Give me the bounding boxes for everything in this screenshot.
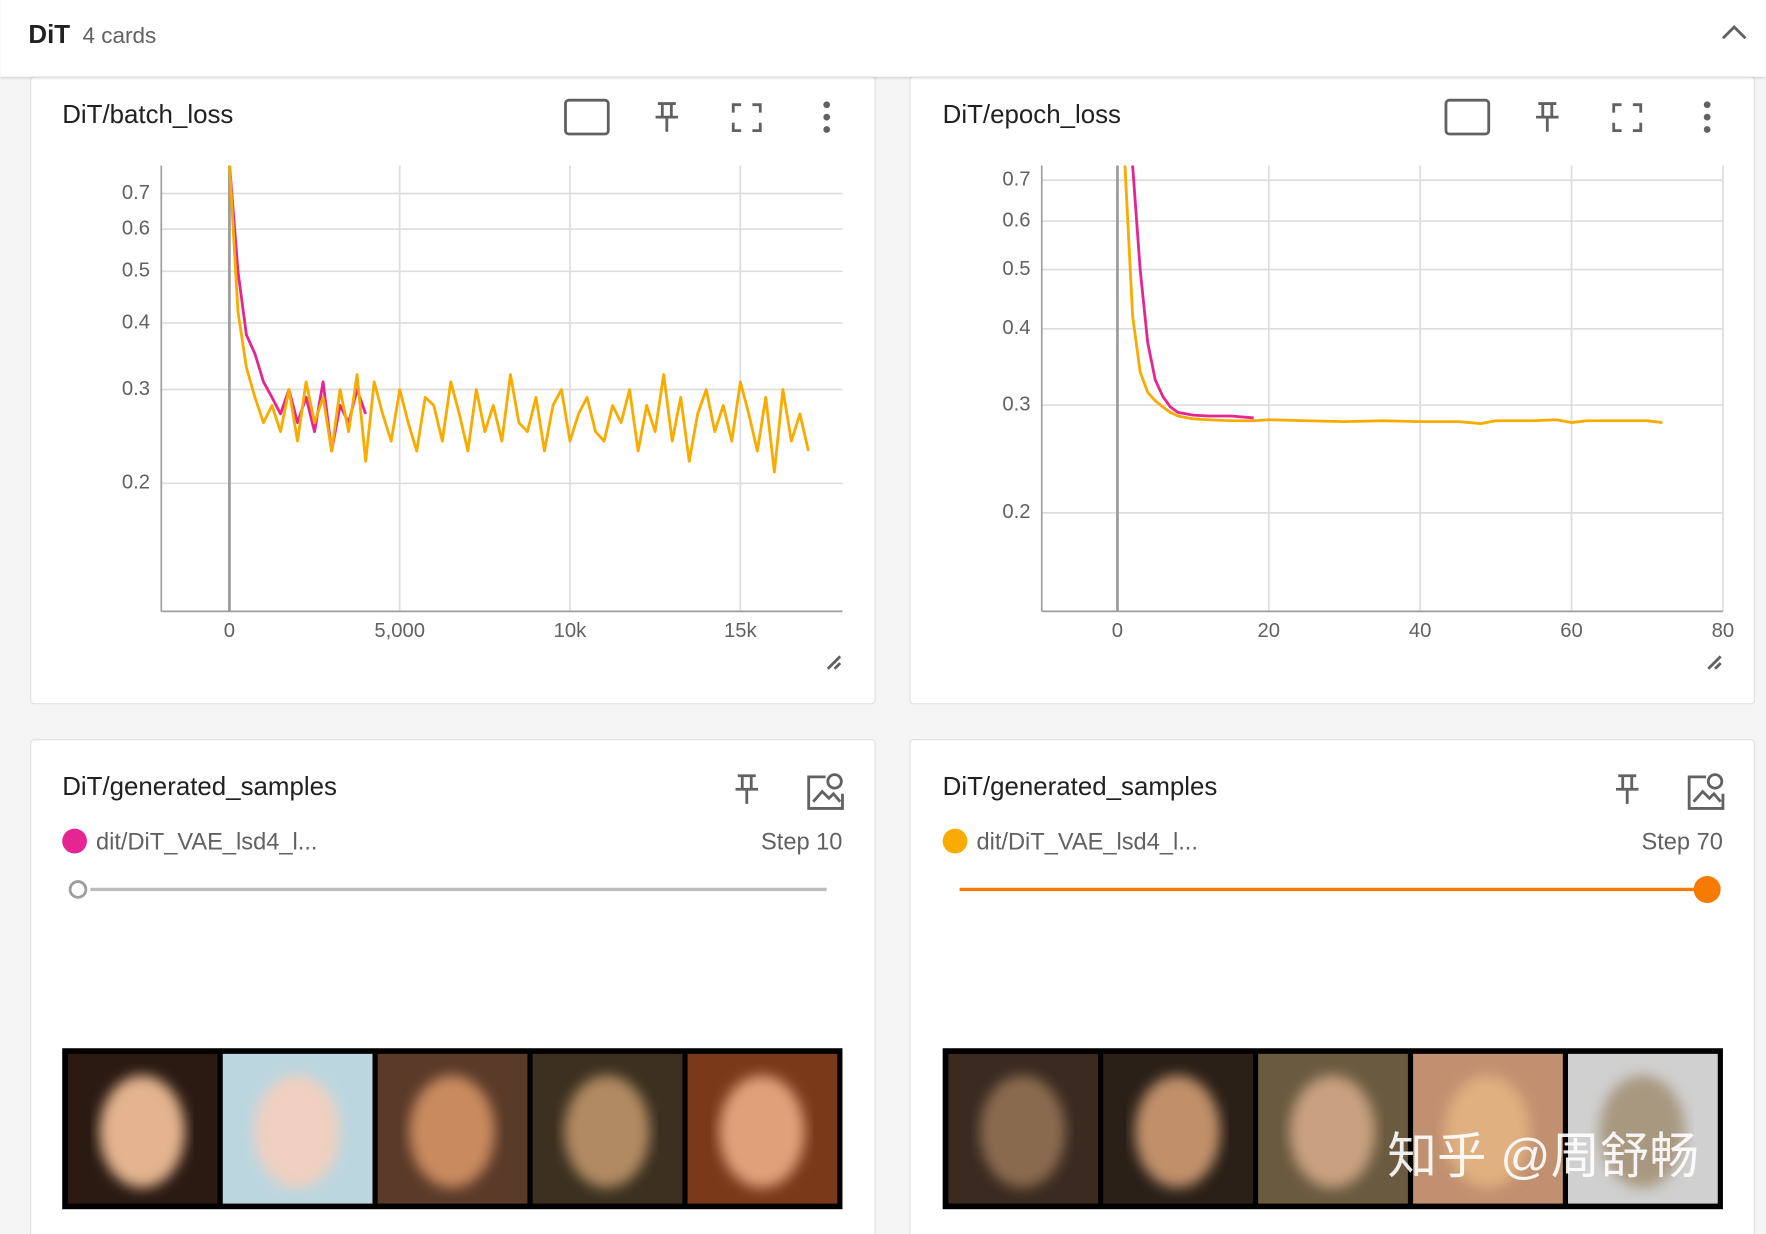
image-zoom-button[interactable] xyxy=(1706,773,1724,790)
card-count: 4 cards xyxy=(82,23,156,48)
pin-button[interactable] xyxy=(1536,102,1559,132)
sample-face xyxy=(409,1075,495,1188)
plot-area xyxy=(228,165,810,474)
y-tick-label: 0.3 xyxy=(122,378,150,400)
y-tick-label: 0.2 xyxy=(122,472,150,494)
step-label: Step 10 xyxy=(761,830,842,856)
sample-face xyxy=(254,1075,340,1188)
series-line xyxy=(228,165,367,453)
sample-face xyxy=(1599,1075,1686,1188)
x-tick-label: 10k xyxy=(554,620,588,642)
pin-button[interactable] xyxy=(735,774,759,804)
fullscreen-button[interactable] xyxy=(1612,103,1643,133)
image-zoom-button[interactable] xyxy=(826,773,843,790)
group-title: DiT xyxy=(28,21,70,49)
y-tick-label: 0.6 xyxy=(122,218,150,240)
image-strips xyxy=(62,1048,1723,1210)
sample-face xyxy=(719,1075,805,1188)
chart: 0.2 0.3 0.4 0.5 0.6 0.7 0 5,000 10k 15k xyxy=(122,165,843,642)
card-title: DiT/generated_samples xyxy=(62,773,337,801)
resize-handle[interactable] xyxy=(1707,655,1722,670)
menu-button[interactable] xyxy=(823,101,831,133)
y-tick-label: 0.6 xyxy=(1002,210,1030,232)
header-bar xyxy=(0,0,1766,77)
x-tick-label: 20 xyxy=(1258,620,1281,642)
sample-face xyxy=(979,1075,1066,1188)
card-title: DiT/generated_samples xyxy=(943,773,1218,801)
x-tick-label: 0 xyxy=(1112,620,1123,642)
series-line xyxy=(228,165,810,474)
y-tick-label: 0.3 xyxy=(1002,394,1030,416)
y-tick-label: 0.4 xyxy=(1002,317,1030,339)
y-tick-label: 0.4 xyxy=(122,311,150,333)
image-zoom-button[interactable] xyxy=(807,775,844,810)
sample-face xyxy=(99,1075,185,1188)
card xyxy=(909,75,1756,705)
slider-thumb[interactable] xyxy=(68,880,88,899)
fit-domain-button[interactable] xyxy=(1444,98,1491,136)
y-tick-label: 0.5 xyxy=(122,260,150,282)
y-tick-label: 0.7 xyxy=(122,182,150,204)
menu-button[interactable] xyxy=(1703,101,1711,133)
image-zoom-button[interactable] xyxy=(1687,775,1725,810)
run-color xyxy=(62,828,87,854)
y-tick-label: 0.5 xyxy=(1002,258,1030,280)
chart: 0.2 0.3 0.4 0.5 0.6 0.7 0 20 40 60 80 xyxy=(1002,165,1735,642)
pin-button[interactable] xyxy=(1615,774,1639,804)
series-line xyxy=(1131,165,1254,420)
sample-face xyxy=(564,1075,650,1188)
sample-face xyxy=(1289,1075,1376,1188)
pin-button[interactable] xyxy=(655,102,679,132)
run-name: dit/DiT_VAE_lsd4_l... xyxy=(96,830,317,856)
card-title: DiT/epoch_loss xyxy=(943,101,1121,129)
run-name: dit/DiT_VAE_lsd4_l... xyxy=(976,830,1197,856)
fit-domain-button[interactable] xyxy=(564,98,610,136)
watermark: 知乎 @周舒畅 xyxy=(1387,1129,1699,1184)
sample-face xyxy=(1444,1075,1531,1188)
y-tick-label: 0.2 xyxy=(1002,501,1030,523)
x-tick-label: 60 xyxy=(1560,620,1583,642)
plot-area xyxy=(1123,165,1663,425)
series-line xyxy=(1123,165,1663,425)
x-tick-label: 5,000 xyxy=(374,620,425,642)
x-tick-label: 0 xyxy=(224,620,235,642)
x-tick-label: 15k xyxy=(724,620,758,642)
step-label: Step 70 xyxy=(1641,830,1722,856)
toolbar xyxy=(564,98,1725,810)
y-tick-label: 0.7 xyxy=(1002,169,1030,191)
x-tick-label: 80 xyxy=(1712,620,1735,642)
sample-face xyxy=(1134,1075,1221,1188)
run-color xyxy=(942,828,968,854)
resize-handle[interactable] xyxy=(826,655,842,670)
fullscreen-button[interactable] xyxy=(731,103,762,133)
card-title: DiT/batch_loss xyxy=(62,101,233,129)
collapse-button[interactable] xyxy=(1721,25,1747,40)
x-tick-label: 40 xyxy=(1409,620,1432,642)
slider-thumb[interactable] xyxy=(1693,875,1721,903)
